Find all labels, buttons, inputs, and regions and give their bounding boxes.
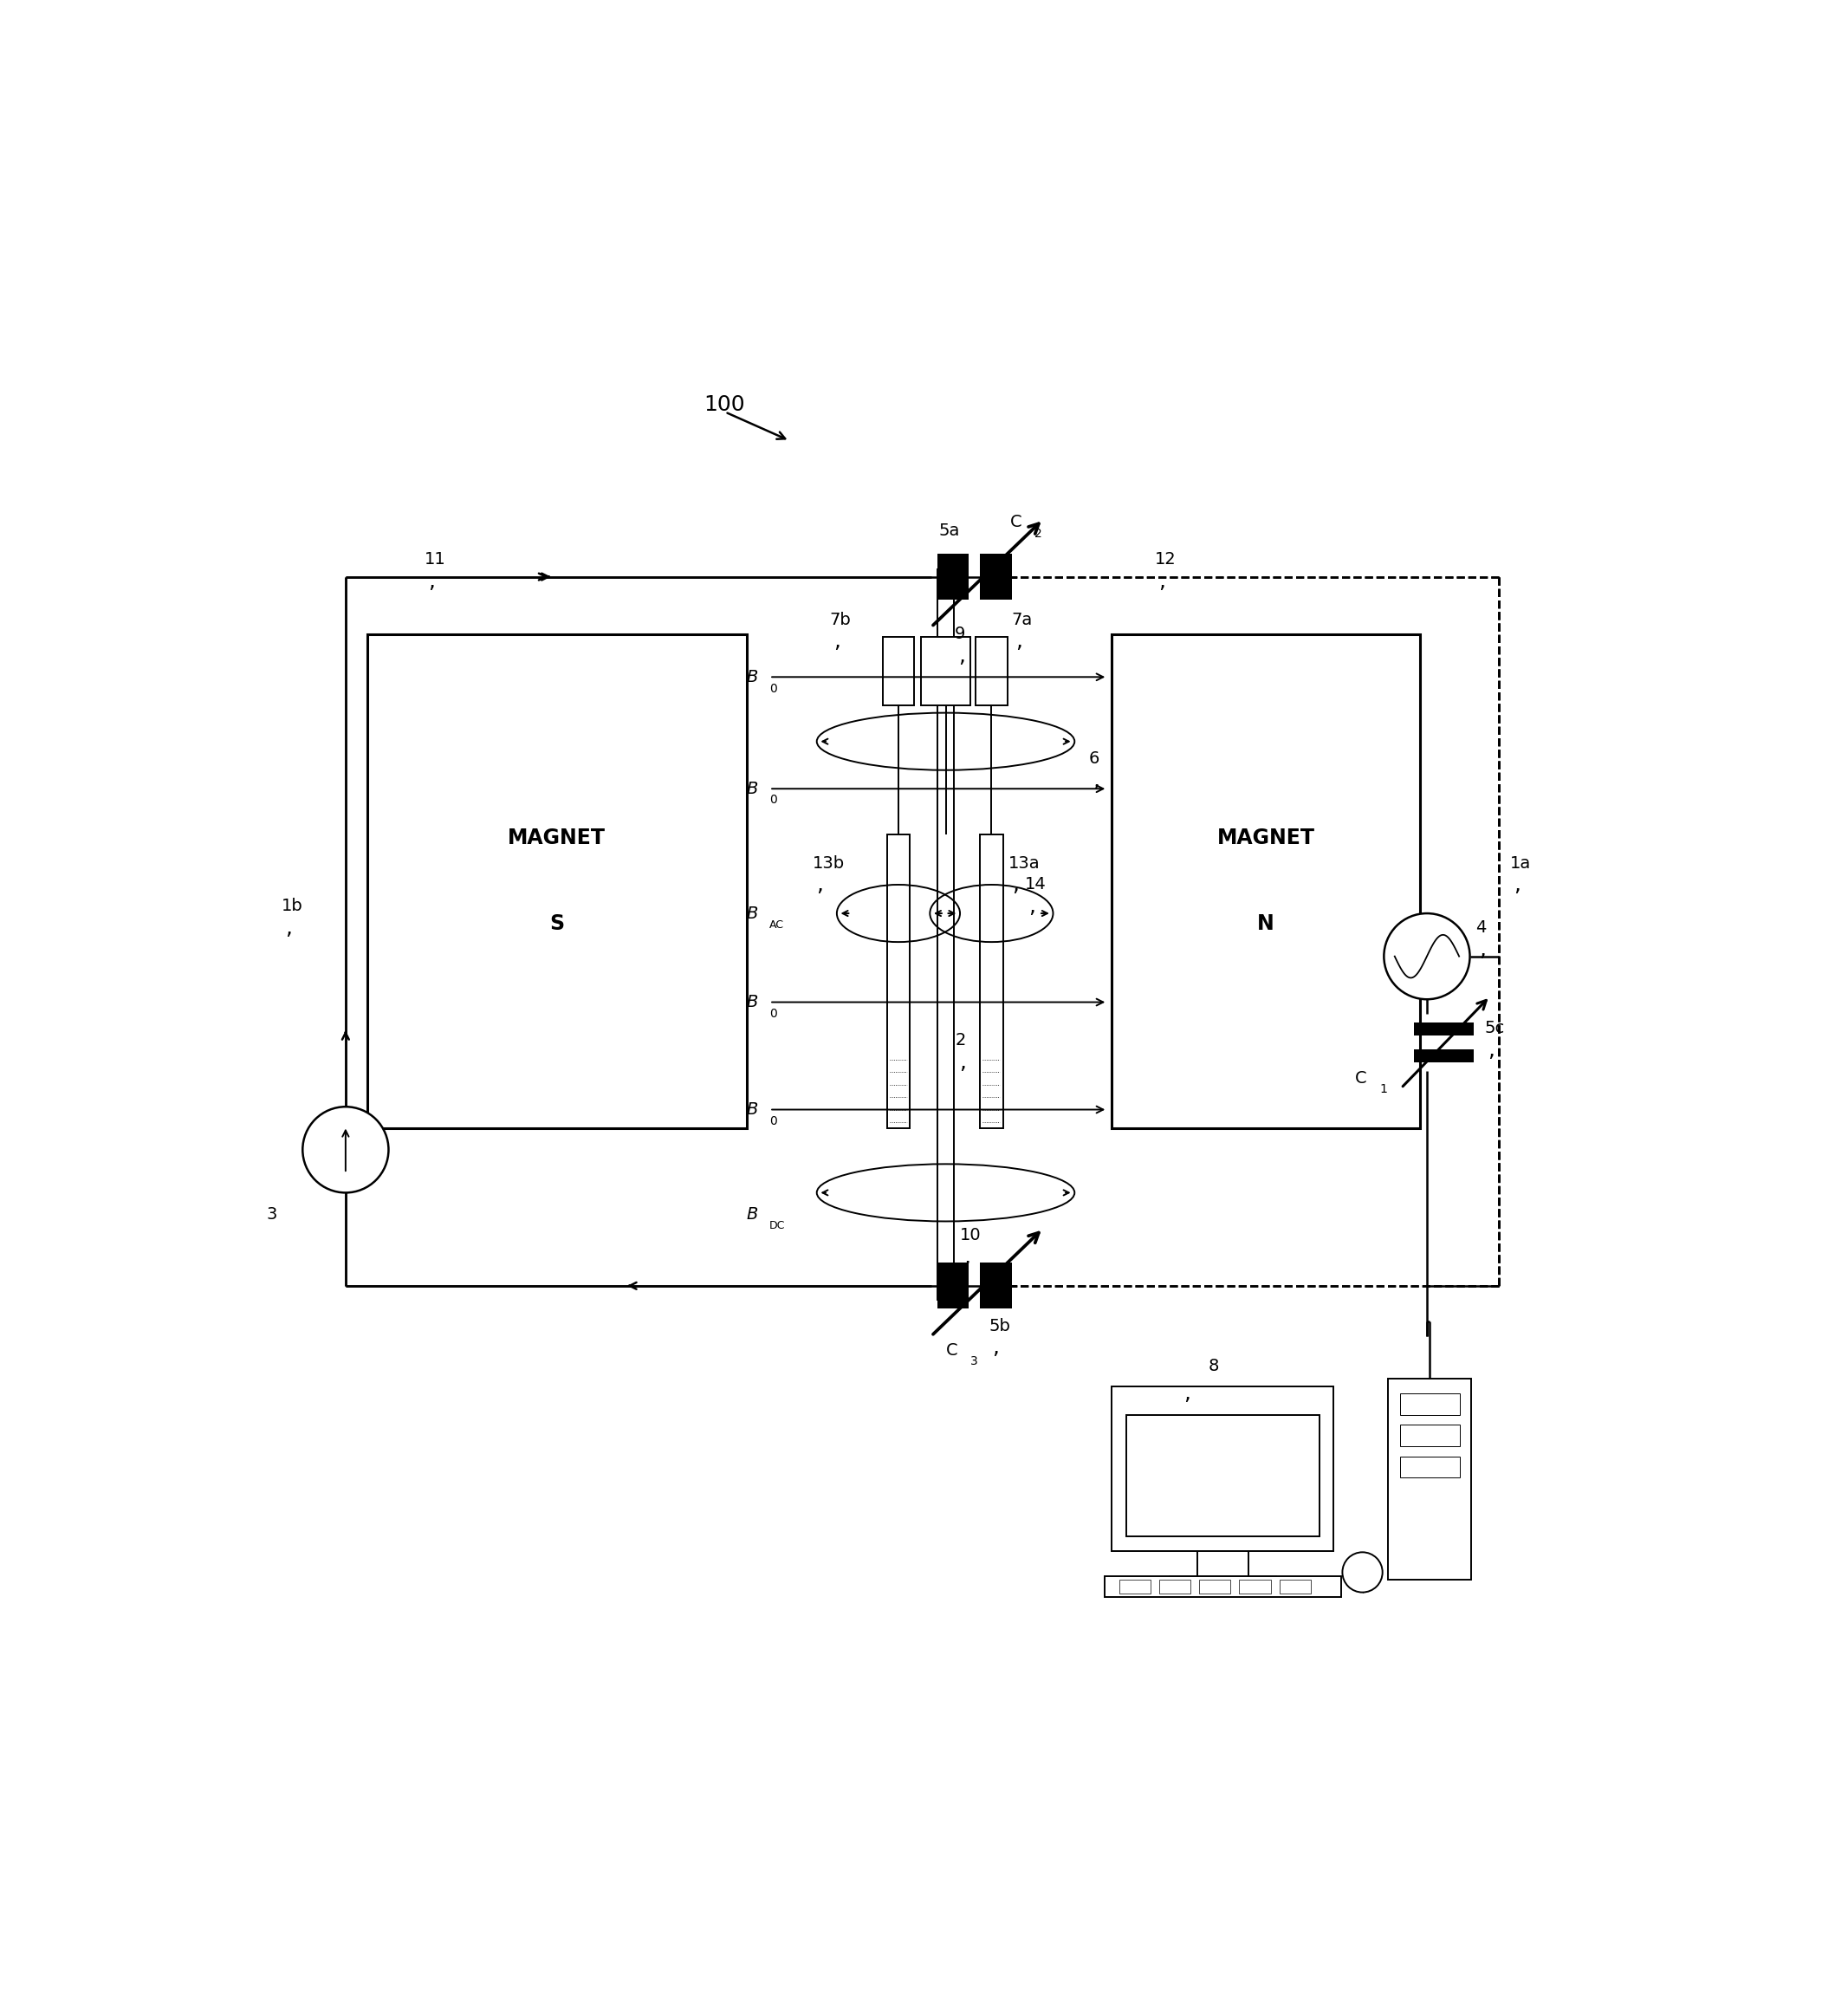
Text: 1b: 1b bbox=[281, 899, 303, 915]
Bar bbox=[1199, 1578, 1231, 1594]
Text: B: B bbox=[747, 1206, 758, 1222]
Bar bbox=[922, 638, 970, 706]
Text: 7a: 7a bbox=[1011, 612, 1033, 628]
Text: 2: 2 bbox=[1035, 528, 1042, 540]
Text: 5c: 5c bbox=[1484, 1020, 1504, 1036]
Bar bbox=[937, 554, 968, 600]
Text: ,: , bbox=[1027, 897, 1035, 917]
Bar bbox=[1125, 1415, 1319, 1537]
Bar bbox=[937, 1264, 968, 1309]
Bar bbox=[979, 835, 1003, 1128]
Bar bbox=[1240, 1578, 1271, 1594]
Text: ,: , bbox=[963, 1248, 970, 1268]
Bar bbox=[1388, 1379, 1471, 1578]
Bar bbox=[976, 638, 1007, 706]
Bar bbox=[1399, 1425, 1460, 1447]
Text: ,: , bbox=[992, 1337, 1000, 1357]
Text: ,: , bbox=[957, 646, 965, 666]
Text: 0: 0 bbox=[769, 793, 778, 807]
Bar bbox=[1120, 1578, 1151, 1594]
Bar bbox=[1105, 1576, 1342, 1596]
Text: 13b: 13b bbox=[813, 855, 845, 871]
Text: 9: 9 bbox=[954, 626, 965, 642]
Bar bbox=[1112, 1385, 1334, 1551]
Bar bbox=[368, 634, 747, 1128]
Bar bbox=[1399, 1457, 1460, 1477]
Text: 12: 12 bbox=[1155, 552, 1175, 568]
Bar bbox=[1399, 1393, 1460, 1415]
Text: ,: , bbox=[1488, 1040, 1495, 1060]
Bar bbox=[1112, 634, 1419, 1128]
Bar bbox=[937, 570, 954, 1299]
Text: B: B bbox=[747, 905, 758, 921]
Bar bbox=[1159, 1578, 1190, 1594]
Circle shape bbox=[1342, 1553, 1382, 1592]
Text: C: C bbox=[946, 1341, 957, 1359]
Bar bbox=[883, 638, 915, 706]
Text: B: B bbox=[747, 1102, 758, 1118]
Bar bbox=[1414, 1022, 1475, 1034]
Text: ,: , bbox=[1015, 632, 1022, 652]
Text: ,: , bbox=[959, 1052, 967, 1072]
Text: ,: , bbox=[1092, 769, 1100, 791]
Text: 0: 0 bbox=[769, 1008, 778, 1020]
Text: ,: , bbox=[1478, 939, 1486, 961]
Text: ,: , bbox=[833, 632, 841, 652]
Text: 1: 1 bbox=[1380, 1084, 1388, 1096]
Text: 6: 6 bbox=[1088, 751, 1100, 767]
Text: 0: 0 bbox=[769, 1114, 778, 1128]
Text: 13a: 13a bbox=[1009, 855, 1040, 871]
Text: AC: AC bbox=[769, 919, 784, 931]
Bar bbox=[1414, 1050, 1475, 1062]
Text: 5a: 5a bbox=[939, 522, 959, 540]
Text: MAGNET: MAGNET bbox=[508, 827, 606, 849]
Text: B: B bbox=[747, 781, 758, 797]
Text: ,: , bbox=[817, 875, 822, 895]
Text: 11: 11 bbox=[425, 552, 445, 568]
Bar bbox=[1279, 1578, 1310, 1594]
Text: 3: 3 bbox=[970, 1355, 978, 1367]
Text: DC: DC bbox=[769, 1220, 785, 1232]
Text: ,: , bbox=[1514, 875, 1521, 895]
Text: 100: 100 bbox=[704, 395, 745, 415]
Text: B: B bbox=[747, 670, 758, 686]
Text: MAGNET: MAGNET bbox=[1216, 827, 1314, 849]
Text: 4: 4 bbox=[1475, 919, 1486, 937]
Text: N: N bbox=[1257, 913, 1275, 935]
Circle shape bbox=[303, 1106, 388, 1192]
Text: 0: 0 bbox=[769, 682, 778, 694]
Text: B: B bbox=[747, 995, 758, 1010]
Text: ,: , bbox=[942, 542, 950, 564]
Text: C: C bbox=[1355, 1070, 1368, 1086]
Text: ,: , bbox=[1183, 1383, 1190, 1403]
Bar bbox=[887, 835, 909, 1128]
Text: 1a: 1a bbox=[1510, 855, 1530, 871]
Bar bbox=[979, 554, 1011, 600]
Text: ,: , bbox=[285, 917, 292, 939]
Text: 2: 2 bbox=[955, 1032, 967, 1048]
Text: 3: 3 bbox=[266, 1206, 277, 1222]
Text: C: C bbox=[1011, 514, 1022, 530]
Text: ,: , bbox=[1159, 572, 1166, 592]
Text: 14: 14 bbox=[1024, 877, 1046, 893]
Text: ,: , bbox=[1013, 875, 1020, 895]
Text: 7b: 7b bbox=[830, 612, 852, 628]
Text: 8: 8 bbox=[1209, 1357, 1220, 1375]
Text: ,: , bbox=[429, 572, 434, 592]
Text: 10: 10 bbox=[959, 1228, 981, 1244]
Bar bbox=[979, 1264, 1011, 1309]
Text: S: S bbox=[549, 913, 564, 935]
Text: 5b: 5b bbox=[989, 1317, 1011, 1333]
Circle shape bbox=[1384, 913, 1469, 998]
